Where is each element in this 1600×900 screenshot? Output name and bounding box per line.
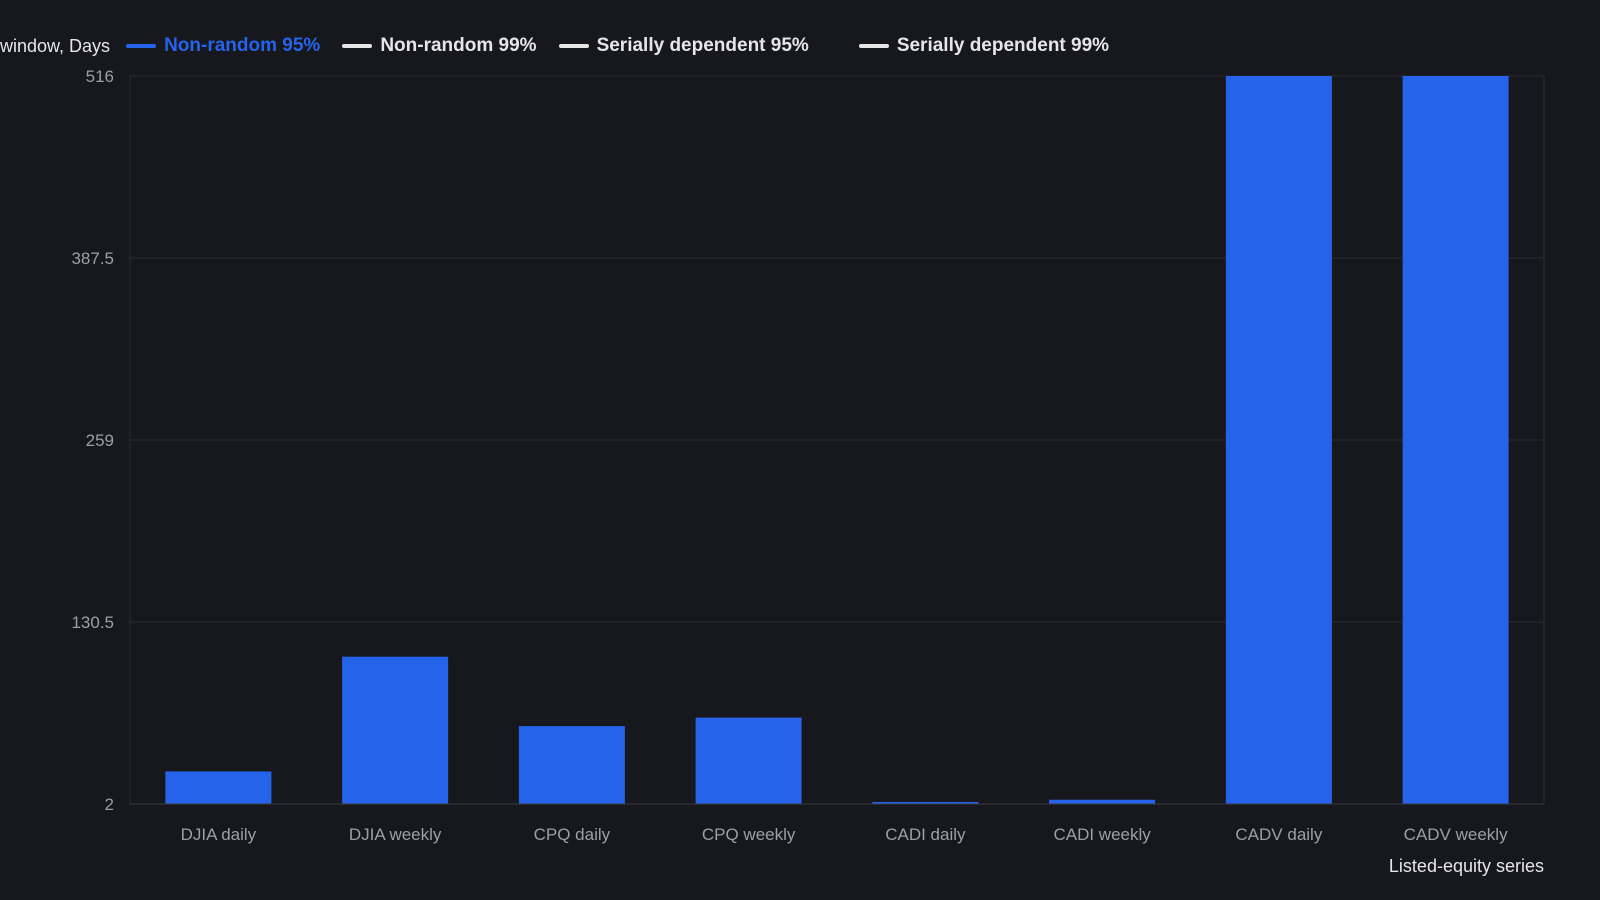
legend-label-non-random-99: Non-random 99% bbox=[380, 35, 537, 56]
y-axis-label: window, Days bbox=[0, 35, 111, 56]
x-tick-label: CADV daily bbox=[1235, 825, 1322, 844]
legend-swatch-non-random-99 bbox=[342, 44, 373, 48]
bar bbox=[165, 771, 272, 804]
x-tick-label: CPQ daily bbox=[534, 825, 611, 844]
legend-item-serially-dependent-99[interactable]: Serially dependent 99% bbox=[858, 35, 1110, 57]
x-tick-label: DJIA weekly bbox=[349, 825, 442, 844]
y-tick-label: 387.5 bbox=[71, 249, 114, 268]
legend-item-serially-dependent-95[interactable]: Serially dependent 95% bbox=[558, 35, 809, 57]
bar bbox=[1225, 76, 1332, 804]
legend: window, Days Non-random 95% Non-random 9… bbox=[0, 32, 1131, 60]
legend-swatch-serially-dependent-95 bbox=[558, 44, 589, 48]
x-tick-label: DJIA daily bbox=[181, 825, 257, 844]
bar bbox=[518, 726, 625, 804]
y-tick-label: 516 bbox=[86, 67, 114, 86]
x-tick-label: CADI weekly bbox=[1053, 825, 1151, 844]
legend-item-non-random-95[interactable]: Non-random 95% bbox=[126, 35, 320, 57]
bar bbox=[1402, 76, 1509, 804]
bar bbox=[342, 656, 449, 804]
bar bbox=[695, 717, 802, 804]
legend-label-non-random-95: Non-random 95% bbox=[164, 35, 321, 56]
x-tick-label: CADI daily bbox=[885, 825, 966, 844]
bar bbox=[1049, 799, 1156, 804]
legend-item-non-random-99[interactable]: Non-random 99% bbox=[342, 35, 537, 57]
legend-label-serially-dependent-95: Serially dependent 95% bbox=[596, 35, 809, 56]
x-axis-label: Listed-equity series bbox=[1388, 856, 1544, 876]
x-tick-label: CPQ weekly bbox=[702, 825, 796, 844]
legend-label-serially-dependent-99: Serially dependent 99% bbox=[896, 35, 1110, 56]
legend-swatch-serially-dependent-99 bbox=[858, 44, 889, 48]
bar bbox=[872, 802, 979, 804]
y-tick-label: 130.5 bbox=[71, 613, 114, 632]
y-tick-label: 259 bbox=[86, 431, 114, 450]
legend-swatch-non-random-95 bbox=[126, 44, 157, 48]
y-tick-label: 2 bbox=[105, 795, 114, 814]
x-tick-label: CADV weekly bbox=[1404, 825, 1508, 844]
